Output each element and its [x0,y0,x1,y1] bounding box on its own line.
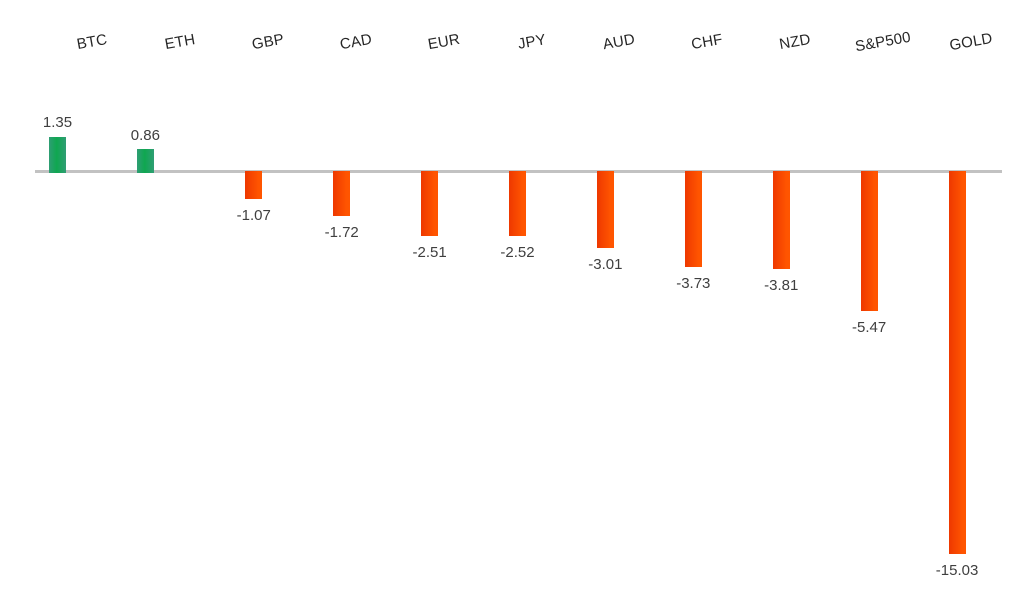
category-label-jpy: JPY [516,31,547,53]
bar-gold [948,171,966,554]
value-label-cad: -1.72 [324,223,359,241]
bar-aud [596,171,614,249]
category-label-eur: EUR [426,30,461,54]
bar-sp500 [860,171,878,311]
category-label-chf: CHF [690,30,725,54]
bar-gbp [245,171,263,200]
value-label-sp500: -5.47 [852,318,887,336]
category-label-gbp: GBP [250,30,286,54]
bar-eth [136,149,154,173]
value-label-jpy: -2.52 [500,244,535,261]
category-label-eth: ETH [163,30,197,54]
category-label-btc: BTC [75,30,109,54]
category-label-sp500: S&P500 [853,28,913,56]
value-label-gold: -15.03 [935,561,979,579]
category-label-aud: AUD [602,30,637,54]
category-label-gold: GOLD [948,29,994,55]
value-label-chf: -3.73 [676,274,711,292]
category-label-nzd: NZD [778,30,813,54]
value-label-nzd: -3.81 [764,276,799,294]
value-label-aud: -3.01 [588,256,623,274]
bar-eur [421,171,439,236]
bar-cad [333,171,351,216]
bar-nzd [772,171,790,269]
bar-jpy [509,171,526,236]
bar-btc [48,136,66,173]
value-label-eth: 0.86 [130,126,160,144]
value-label-gbp: -1.07 [236,207,271,225]
value-label-btc: 1.35 [42,114,73,132]
value-label-eur: -2.51 [412,243,447,261]
category-label-cad: CAD [338,30,374,54]
bar-chf [684,171,702,267]
